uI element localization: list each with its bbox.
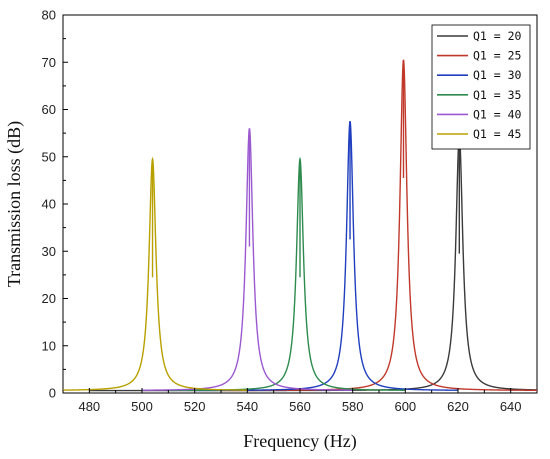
legend-label-2: Q1 = 25 [473, 49, 521, 63]
legend-label-4: Q1 = 35 [473, 88, 521, 102]
legend: Q1 = 20 Q1 = 25 Q1 = 30 Q1 = 35 Q1 = 40 Q1 = … [431, 24, 531, 150]
x-tick-label-600: 600 [394, 399, 416, 414]
legend-label-6: Q1 = 45 [473, 127, 521, 141]
curves [62, 59, 538, 392]
series-line-4 [168, 156, 406, 392]
x-tick-label-520: 520 [184, 399, 206, 414]
y-tick-label-20: 20 [42, 291, 56, 306]
x-axis-label: Frequency (Hz) [243, 431, 356, 452]
x-tick-label-500: 500 [131, 399, 153, 414]
y-tick-label-70: 70 [42, 55, 56, 70]
x-tick-label-540: 540 [236, 399, 258, 414]
legend-label-1: Q1 = 20 [473, 29, 522, 43]
x-tick-label-580: 580 [342, 399, 364, 414]
y-axis-label: Transmission loss (dB) [4, 121, 25, 287]
y-tick-label-30: 30 [42, 244, 56, 259]
y-tick-label-50: 50 [42, 149, 56, 164]
y-tick-label-60: 60 [42, 102, 56, 117]
x-tick-label-560: 560 [289, 399, 311, 414]
y-axis-ticks: 0 10 20 30 40 50 60 70 80 [42, 8, 68, 401]
legend-box [431, 24, 531, 150]
x-tick-label-480: 480 [78, 399, 100, 414]
x-axis-ticks: 480 500 520 540 560 580 600 620 640 [62, 388, 522, 414]
y-tick-label-10: 10 [42, 338, 56, 353]
y-tick-label-0: 0 [49, 386, 56, 401]
x-tick-label-620: 620 [447, 399, 469, 414]
legend-label-3: Q1 = 30 [473, 68, 522, 82]
series-line-5 [142, 128, 353, 391]
series-line-6 [62, 156, 248, 391]
y-tick-label-40: 40 [42, 197, 56, 212]
legend-label-5: Q1 = 40 [473, 107, 522, 121]
y-tick-label-80: 80 [42, 8, 56, 23]
x-tick-label-640: 640 [500, 399, 522, 414]
